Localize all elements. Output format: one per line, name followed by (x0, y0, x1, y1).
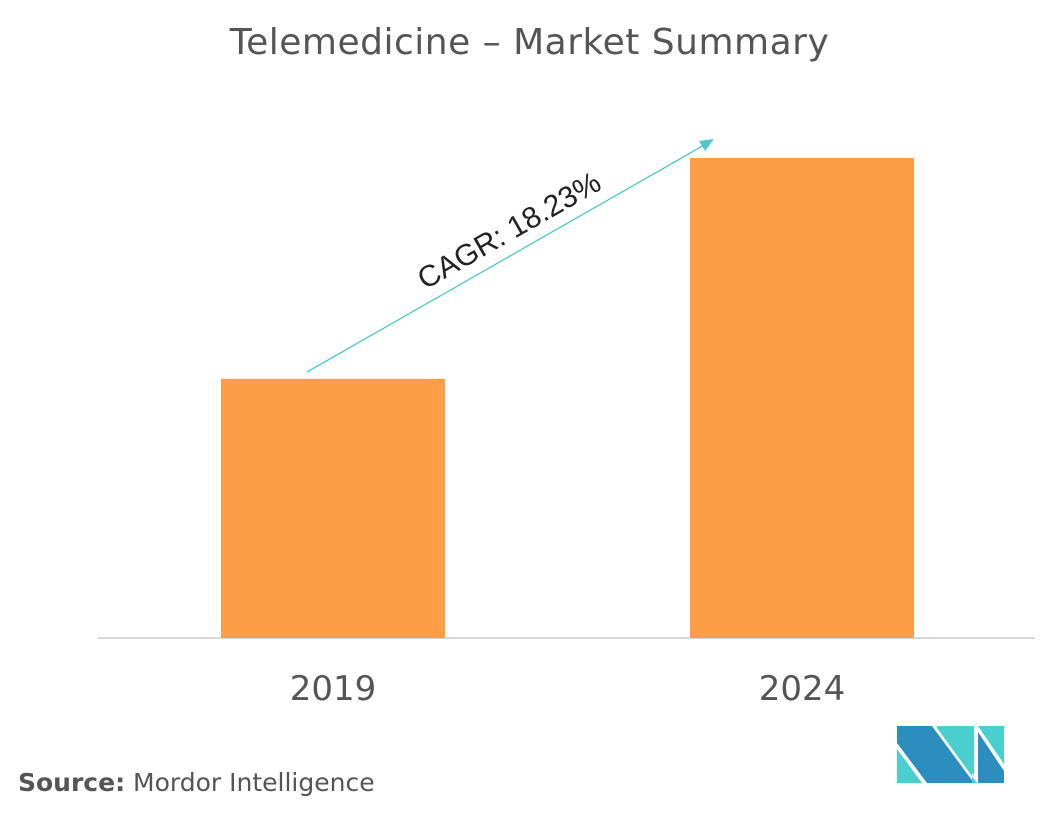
bar-2019 (221, 378, 445, 638)
x-tick-label: 2019 (290, 669, 377, 709)
cagr-arrow-head (699, 139, 714, 151)
chart-title: Telemedicine – Market Summary (229, 22, 830, 63)
source-label: Source: (18, 768, 126, 797)
cagr-label: CAGR: 18.23% (412, 166, 607, 296)
logo (897, 726, 1004, 783)
cagr-arrow (306, 143, 707, 373)
bar-2024 (690, 158, 914, 638)
source-text: Mordor Intelligence (133, 768, 375, 797)
source-note: Source: Mordor Intelligence (18, 768, 375, 797)
x-tick-label: 2024 (759, 669, 846, 709)
